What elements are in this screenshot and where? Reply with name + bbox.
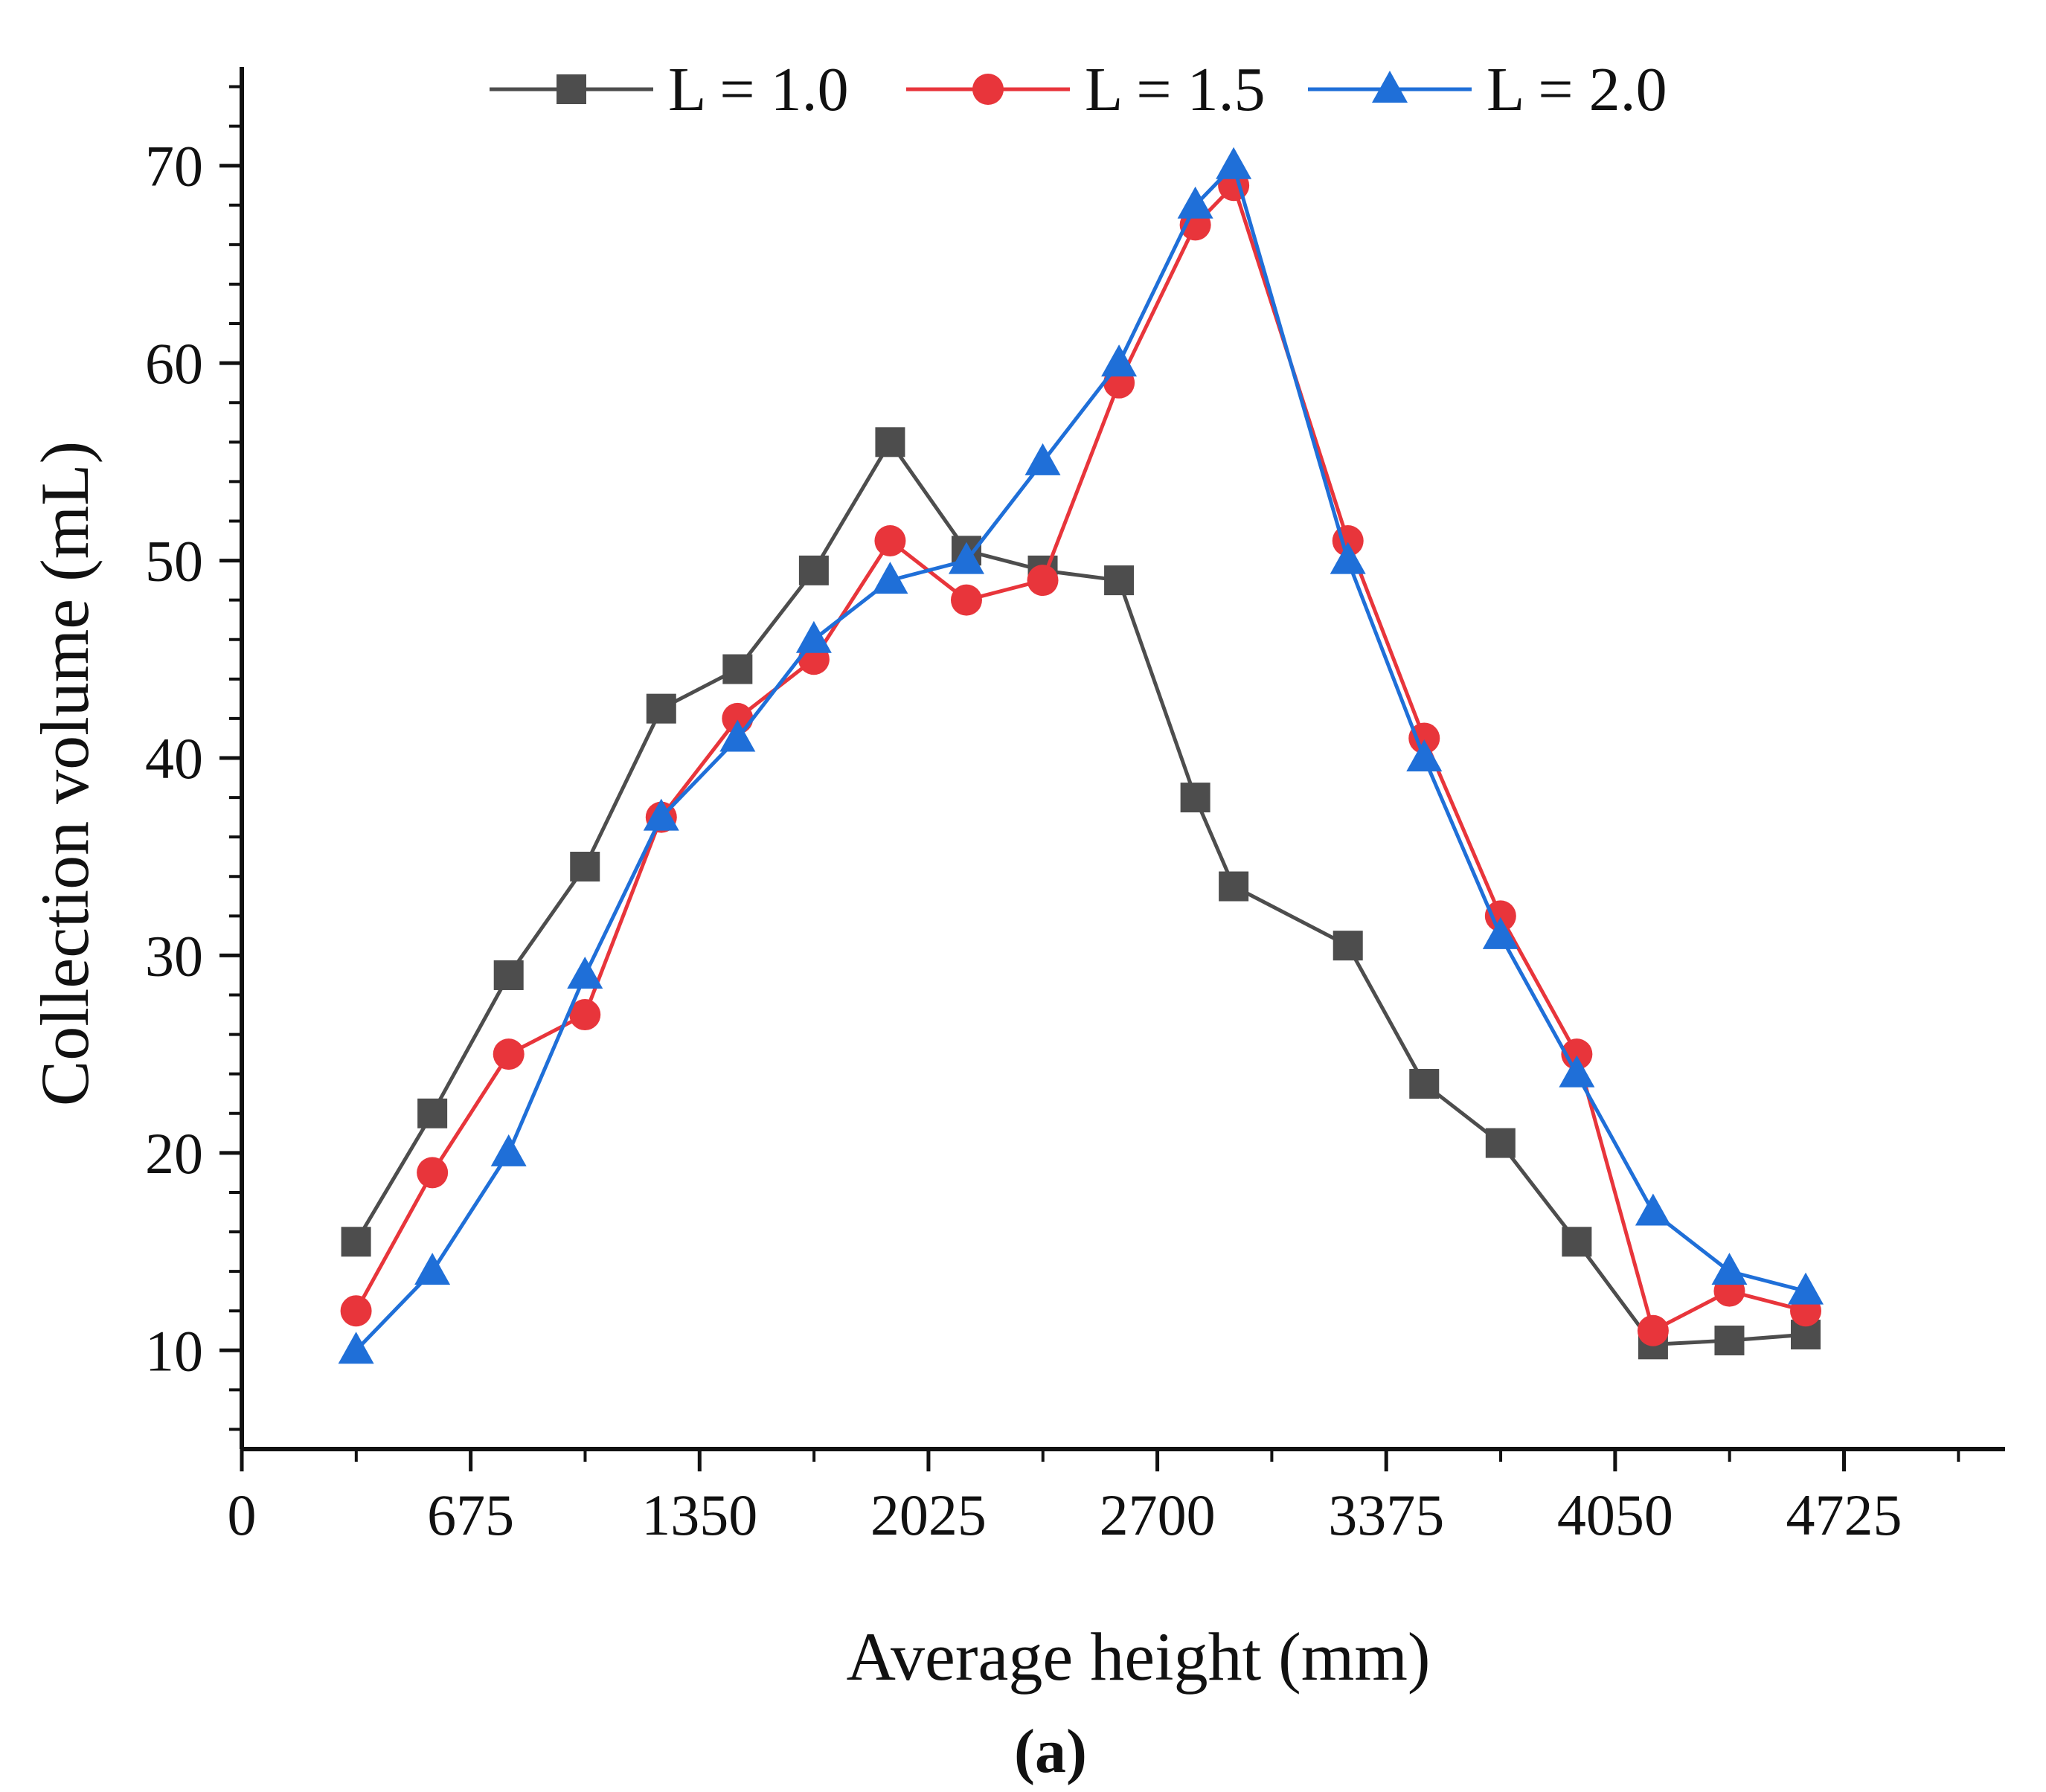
- data-point: [338, 1332, 374, 1364]
- x-axis-title: Average height (mm): [846, 1619, 1430, 1695]
- x-tick-label: 675: [427, 1483, 514, 1547]
- data-point: [490, 1134, 527, 1166]
- data-point: [1485, 1128, 1516, 1158]
- x-tick-label: 4050: [1557, 1483, 1673, 1547]
- legend-label: L = 2.0: [1487, 55, 1667, 124]
- y-tick-label: 50: [145, 529, 203, 594]
- data-point: [719, 719, 756, 752]
- legend-label: L = 1.5: [1085, 55, 1266, 124]
- data-point: [1788, 1272, 1824, 1305]
- data-point: [1484, 900, 1516, 932]
- y-tick-label: 20: [145, 1121, 203, 1186]
- data-point: [570, 851, 600, 881]
- y-tick-label: 70: [145, 134, 203, 199]
- data-point: [1482, 916, 1519, 949]
- data-point: [1559, 1055, 1595, 1088]
- data-point: [795, 620, 832, 653]
- data-point: [1406, 739, 1443, 771]
- legend-marker: [557, 74, 586, 104]
- x-tick-label: 2700: [1100, 1483, 1216, 1547]
- figure-caption: (a): [1014, 1717, 1087, 1786]
- data-point: [1027, 565, 1059, 597]
- legend: L = 1.0 L = 1.5 L = 2.0: [490, 55, 1667, 124]
- series-line: [354, 440, 1806, 1346]
- legend-item: L = 2.0: [1308, 55, 1667, 124]
- data-point: [1330, 542, 1366, 574]
- legend-marker: [972, 74, 1004, 105]
- data-point: [722, 654, 753, 684]
- data-point: [1180, 783, 1210, 813]
- data-point: [1637, 1314, 1669, 1346]
- x-tick-label: 1350: [641, 1483, 757, 1547]
- data-point: [1408, 722, 1440, 754]
- series-l-1-0: [341, 427, 1821, 1360]
- data-point: [1104, 565, 1135, 596]
- tick-marks: [219, 85, 1960, 1471]
- x-tick-label: 3375: [1328, 1483, 1444, 1547]
- tick-labels: 0 675 1350 2025 2700 3375 4050 4725102030405060…: [145, 134, 1902, 1547]
- data-point: [493, 960, 524, 990]
- x-tick-label: 4725: [1786, 1483, 1902, 1547]
- legend-marker: [1372, 71, 1408, 103]
- data-point: [1219, 871, 1249, 902]
- data-point: [1333, 931, 1363, 961]
- data-point: [1177, 186, 1213, 219]
- data-point: [417, 1157, 449, 1189]
- y-tick-label: 60: [145, 331, 203, 396]
- legend-item: L = 1.5: [906, 55, 1266, 124]
- data-point: [1562, 1227, 1592, 1257]
- y-tick-label: 40: [145, 726, 203, 791]
- data-point: [569, 999, 601, 1031]
- y-tick-label: 10: [145, 1318, 203, 1383]
- x-tick-label: 2025: [870, 1483, 987, 1547]
- data-point: [1024, 443, 1061, 475]
- data-point: [948, 542, 984, 574]
- series-layer: [338, 147, 1824, 1364]
- data-point: [643, 798, 679, 831]
- data-point: [493, 1038, 525, 1070]
- series-line: [354, 183, 1806, 1333]
- data-point: [875, 427, 905, 457]
- data-point: [874, 525, 906, 557]
- series-l-2-0: [338, 147, 1824, 1364]
- data-point: [417, 1098, 448, 1128]
- data-point: [1216, 147, 1252, 179]
- data-point: [414, 1253, 451, 1285]
- data-point: [1635, 1193, 1671, 1226]
- y-tick-label: 30: [145, 923, 203, 988]
- data-point: [1409, 1068, 1440, 1099]
- series-line: [354, 164, 1806, 1352]
- data-point: [798, 555, 829, 585]
- series-l-1-5: [340, 170, 1822, 1346]
- y-axis-title: Collection volume (mL): [27, 441, 103, 1106]
- data-point: [567, 956, 603, 989]
- x-tick-label: 0: [228, 1483, 257, 1547]
- data-point: [1714, 1326, 1745, 1356]
- data-point: [872, 562, 908, 594]
- axes: [240, 67, 2005, 1451]
- data-point: [646, 693, 676, 724]
- legend-label: L = 1.0: [668, 55, 849, 124]
- data-point: [1711, 1253, 1748, 1285]
- data-point: [1101, 344, 1138, 377]
- legend-item: L = 1.0: [490, 55, 849, 124]
- data-point: [340, 1295, 372, 1327]
- data-point: [950, 584, 982, 616]
- data-point: [341, 1227, 371, 1257]
